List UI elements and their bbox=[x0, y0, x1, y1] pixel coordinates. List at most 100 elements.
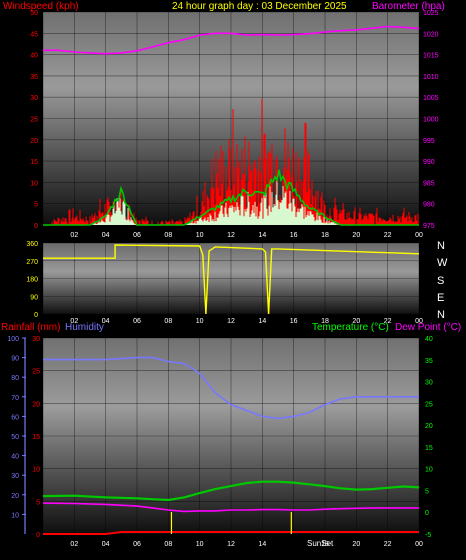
x-tick-label: 06 bbox=[133, 318, 141, 325]
barometer-tick-label: 995 bbox=[423, 138, 435, 145]
wind-tick-label: 10 bbox=[30, 180, 38, 187]
compass-n-bottom: N bbox=[437, 309, 445, 321]
wind-tick-label: 40 bbox=[30, 53, 38, 60]
x-tick-label: 02 bbox=[70, 318, 78, 325]
x-tick-label: 20 bbox=[352, 318, 360, 325]
temperature-tick-label: -5 bbox=[425, 532, 431, 539]
x-tick-label: 00 bbox=[415, 541, 423, 548]
rainfall-axis-title: Rainfall (mm) bbox=[1, 322, 60, 333]
direction-tick-label: 90 bbox=[30, 294, 38, 301]
temperature-axis-title: Temperature (°C) bbox=[312, 322, 389, 333]
x-tick-label: 06 bbox=[133, 232, 141, 239]
wind-tick-label: 5 bbox=[34, 202, 38, 209]
wind-tick-label: 35 bbox=[30, 74, 38, 81]
dew-point-line bbox=[42, 502, 419, 513]
temperature-tick-label: 0 bbox=[425, 510, 429, 517]
barometer-tick-label: 975 bbox=[423, 223, 435, 230]
rain-tick-label: 10 bbox=[32, 467, 40, 474]
rain-tick-label: 5 bbox=[36, 499, 40, 506]
x-tick-label: 02 bbox=[70, 541, 78, 548]
humidity-tick-label: 100 bbox=[7, 336, 19, 343]
humidity-axis-title: Humidity bbox=[65, 322, 104, 333]
x-tick-label: 22 bbox=[384, 541, 392, 548]
sunset-label: SunSet bbox=[307, 539, 334, 548]
humidity-tick-label: 60 bbox=[11, 414, 19, 421]
humidity-tick-label: 50 bbox=[11, 434, 19, 441]
rain-tick-label: 15 bbox=[32, 434, 40, 441]
barometer-line bbox=[43, 25, 420, 55]
barometer-axis-title: Barometer (hpa) bbox=[372, 1, 445, 12]
direction-tick-label: 360 bbox=[26, 241, 38, 248]
wind-tick-label: 30 bbox=[30, 95, 38, 102]
humidity-line bbox=[43, 356, 419, 420]
x-tick-label: 12 bbox=[227, 318, 235, 325]
compass-e: E bbox=[437, 292, 444, 304]
direction-tick-label: 180 bbox=[26, 277, 38, 284]
x-tick-label: 08 bbox=[164, 318, 172, 325]
chart-marks bbox=[42, 25, 420, 535]
wind-tick-label: 20 bbox=[30, 138, 38, 145]
x-tick-label: 16 bbox=[290, 232, 298, 239]
temperature-tick-label: 10 bbox=[425, 467, 433, 474]
x-tick-label: 20 bbox=[352, 232, 360, 239]
windspeed-axis-title: Windspeed (kph) bbox=[3, 1, 79, 12]
x-tick-label: 22 bbox=[384, 232, 392, 239]
wind-tick-label: 50 bbox=[30, 10, 38, 17]
x-tick-label: 00 bbox=[415, 318, 423, 325]
humidity-tick-label: 70 bbox=[11, 395, 19, 402]
x-tick-label: 20 bbox=[352, 541, 360, 548]
humidity-tick-label: 80 bbox=[11, 375, 19, 382]
x-tick-label: 10 bbox=[196, 318, 204, 325]
x-tick-label: 18 bbox=[321, 541, 329, 548]
x-tick-label: 02 bbox=[70, 232, 78, 239]
x-tick-label: 04 bbox=[102, 232, 110, 239]
barometer-tick-label: 1025 bbox=[423, 10, 439, 17]
x-tick-label: 04 bbox=[102, 318, 110, 325]
x-tick-label: 10 bbox=[196, 541, 204, 548]
barometer-tick-label: 1020 bbox=[423, 31, 439, 38]
rain-tick-label: 25 bbox=[32, 369, 40, 376]
barometer-tick-label: 1010 bbox=[423, 74, 439, 81]
graph-title: 24 hour graph day : 03 December 2025 bbox=[172, 1, 347, 12]
x-tick-label: 04 bbox=[102, 541, 110, 548]
x-tick-label: 06 bbox=[133, 541, 141, 548]
x-tick-label: 22 bbox=[384, 318, 392, 325]
humidity-tick-label: 20 bbox=[11, 493, 19, 500]
x-tick-label: 18 bbox=[321, 318, 329, 325]
humidity-tick-label: 10 bbox=[11, 512, 19, 519]
x-tick-label: 14 bbox=[258, 318, 266, 325]
compass-s: S bbox=[437, 275, 444, 287]
humidity-tick-label: 30 bbox=[11, 473, 19, 480]
x-tick-label: 08 bbox=[164, 232, 172, 239]
wind-average-line bbox=[43, 169, 419, 226]
temperature-tick-label: 35 bbox=[425, 358, 433, 365]
temperature-tick-label: 5 bbox=[425, 488, 429, 495]
barometer-tick-label: 1015 bbox=[423, 53, 439, 60]
temperature-tick-label: 25 bbox=[425, 401, 433, 408]
rainfall-line bbox=[43, 531, 419, 535]
wind-tick-label: 15 bbox=[30, 159, 38, 166]
temperature-line bbox=[42, 480, 420, 502]
dewpoint-axis-title: Dew Point (°C) bbox=[395, 322, 461, 333]
x-tick-label: 12 bbox=[227, 232, 235, 239]
direction-tick-label: 270 bbox=[26, 259, 38, 266]
x-tick-label: 12 bbox=[227, 541, 235, 548]
rain-tick-label: 20 bbox=[32, 401, 40, 408]
x-tick-label: 14 bbox=[258, 541, 266, 548]
barometer-tick-label: 980 bbox=[423, 202, 435, 209]
x-tick-label: 00 bbox=[415, 232, 423, 239]
humidity-tick-label: 90 bbox=[11, 356, 19, 363]
wind-tick-label: 0 bbox=[34, 223, 38, 230]
compass-n-top: N bbox=[437, 240, 445, 252]
temperature-tick-label: 20 bbox=[425, 423, 433, 430]
wind-tick-label: 25 bbox=[30, 117, 38, 124]
rain-tick-label: 30 bbox=[32, 336, 40, 343]
x-tick-label: 08 bbox=[164, 541, 172, 548]
direction-tick-label: 0 bbox=[34, 312, 38, 319]
x-tick-label: 18 bbox=[321, 232, 329, 239]
barometer-tick-label: 1005 bbox=[423, 95, 439, 102]
temperature-tick-label: 30 bbox=[425, 380, 433, 387]
